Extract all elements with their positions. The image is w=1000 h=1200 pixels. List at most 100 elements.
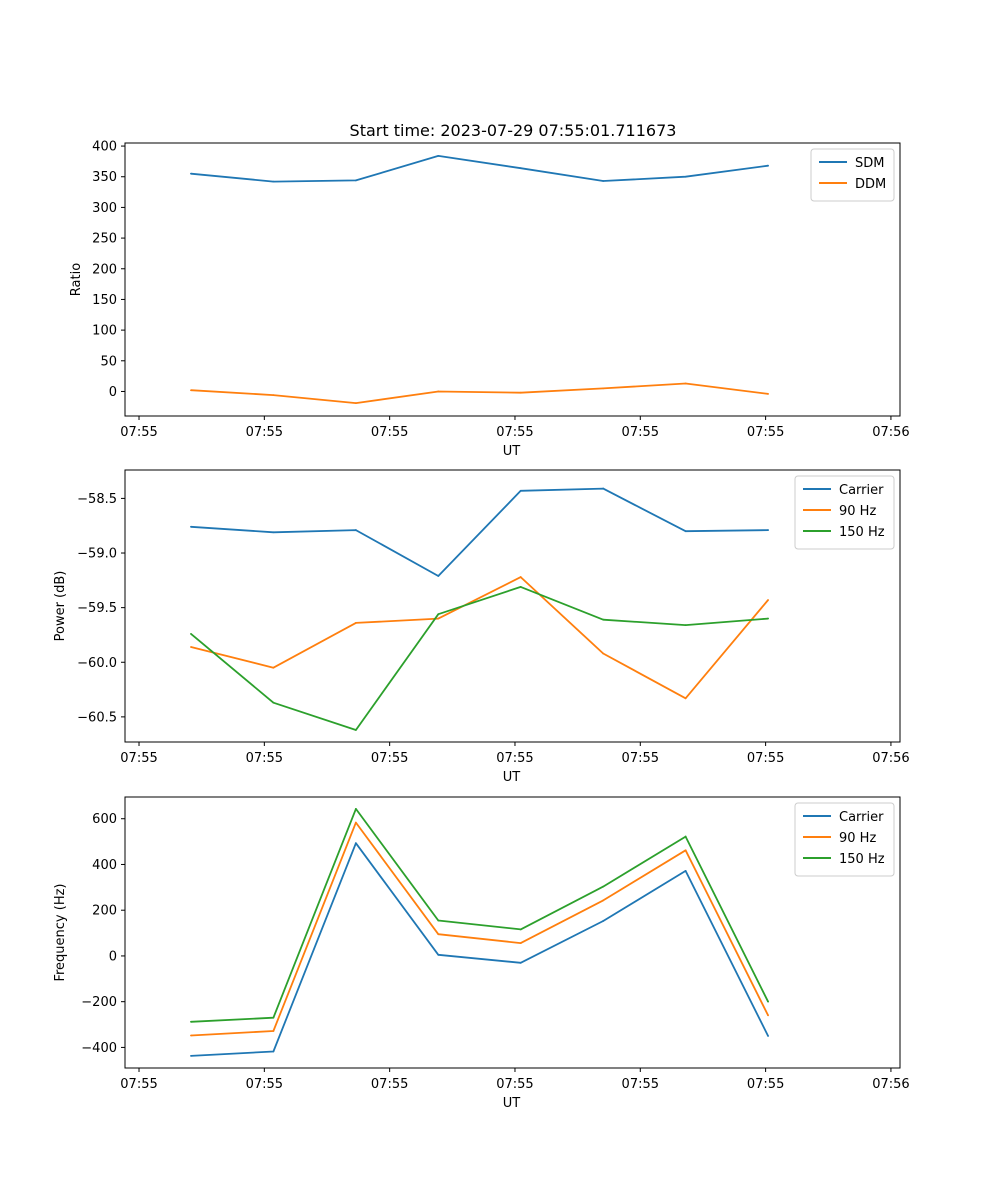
data-point-90-hz bbox=[602, 652, 605, 655]
data-point-150-hz bbox=[602, 885, 605, 888]
x-axis-label: UT bbox=[503, 444, 521, 459]
legend-label: 150 Hz bbox=[839, 525, 885, 540]
legend-label: Carrier bbox=[839, 483, 884, 498]
data-point-150-hz bbox=[272, 1016, 275, 1019]
legend-label: 90 Hz bbox=[839, 831, 876, 846]
x-tick-label: 07:55 bbox=[496, 1077, 533, 1092]
data-point-90-hz bbox=[272, 1030, 275, 1032]
data-point-150-hz bbox=[437, 919, 440, 922]
data-point-90-hz bbox=[767, 599, 769, 601]
data-point-150-hz bbox=[602, 618, 605, 621]
x-axis-label: UT bbox=[503, 1096, 521, 1111]
data-point-carrier bbox=[437, 575, 440, 577]
legend-label: SDM bbox=[855, 156, 884, 171]
y-tick-label: 0 bbox=[109, 385, 117, 400]
data-point-90-hz bbox=[354, 821, 357, 824]
y-tick-label: 300 bbox=[92, 201, 117, 216]
y-tick-label: 400 bbox=[92, 858, 117, 873]
series-line-150-hz bbox=[190, 586, 769, 731]
figure-title: Start time: 2023-07-29 07:55:01.711673 bbox=[350, 121, 677, 140]
y-tick-label: 600 bbox=[92, 812, 117, 827]
y-tick-label: 250 bbox=[92, 232, 117, 247]
x-tick-label: 07:55 bbox=[622, 751, 659, 766]
data-point-ddm bbox=[767, 393, 769, 395]
data-point-sdm bbox=[684, 175, 687, 178]
data-point-sdm bbox=[767, 164, 769, 167]
legend: Carrier 90 Hz 150 Hz bbox=[794, 802, 895, 877]
data-point-90-hz bbox=[437, 933, 440, 936]
data-point-150-hz bbox=[354, 729, 357, 731]
data-point-ddm bbox=[437, 390, 440, 393]
data-point-carrier bbox=[190, 525, 192, 528]
x-tick-label: 07:55 bbox=[496, 751, 533, 766]
y-tick-label: 200 bbox=[92, 262, 117, 277]
x-tick-label: 07:55 bbox=[496, 425, 533, 440]
legend-label: DDM bbox=[855, 177, 886, 192]
data-point-carrier bbox=[519, 961, 522, 964]
data-point-150-hz bbox=[519, 928, 522, 931]
y-tick-label: 350 bbox=[92, 170, 117, 185]
data-point-carrier bbox=[437, 953, 440, 956]
plot-frame bbox=[124, 469, 901, 743]
y-tick-label: −60.0 bbox=[77, 656, 117, 671]
y-tick-label: 150 bbox=[92, 293, 117, 308]
x-tick-label: 07:55 bbox=[371, 751, 408, 766]
y-tick-label: 50 bbox=[100, 354, 117, 369]
legend-label: Carrier bbox=[839, 810, 884, 825]
data-point-carrier bbox=[519, 489, 522, 492]
data-point-carrier bbox=[767, 529, 769, 531]
data-point-carrier bbox=[767, 1035, 769, 1037]
y-tick-label: −58.5 bbox=[77, 492, 117, 507]
chart-panel-1: 0 50 100 150 200 250 300 350 400 07:55 07:55 07:55 0… bbox=[69, 140, 910, 459]
data-point-90-hz bbox=[190, 1034, 192, 1037]
data-point-ddm bbox=[190, 389, 192, 392]
data-point-sdm bbox=[190, 172, 192, 175]
x-tick-label: 07:55 bbox=[371, 1077, 408, 1092]
data-point-carrier bbox=[190, 1054, 192, 1057]
data-point-90-hz bbox=[190, 646, 192, 648]
x-tick-label: 07:55 bbox=[371, 425, 408, 440]
series-line-90-hz bbox=[190, 821, 769, 1037]
legend: Carrier 90 Hz 150 Hz bbox=[794, 475, 895, 550]
data-point-150-hz bbox=[519, 585, 522, 588]
data-point-ddm bbox=[272, 394, 275, 397]
legend-label: 150 Hz bbox=[839, 852, 885, 867]
y-axis-label: Ratio bbox=[69, 263, 84, 296]
y-tick-label: 0 bbox=[109, 949, 117, 964]
x-tick-label: 07:55 bbox=[120, 425, 157, 440]
series-line-carrier bbox=[190, 842, 769, 1057]
x-tick-label: 07:55 bbox=[622, 1077, 659, 1092]
data-point-90-hz bbox=[684, 697, 687, 700]
data-point-150-hz bbox=[190, 1020, 192, 1023]
data-point-ddm bbox=[519, 391, 522, 394]
chart-panel-2: −60.5 −60.0 −59.5 −59.0 −58.5 07:55 07:55 07:55… bbox=[53, 469, 910, 785]
x-tick-label: 07:55 bbox=[747, 751, 784, 766]
data-point-sdm bbox=[437, 154, 440, 157]
data-point-90-hz bbox=[519, 942, 522, 945]
data-point-90-hz bbox=[354, 622, 357, 624]
data-point-90-hz bbox=[437, 617, 440, 620]
panels: 0 50 100 150 200 250 300 350 400 07:55 07:55 07:55 0… bbox=[53, 140, 910, 1111]
chart-panel-3: −400 −200 0 200 400 600 07:55 07:55 07:55 07:55 07… bbox=[53, 796, 910, 1111]
y-tick-label: −59.5 bbox=[77, 601, 117, 616]
y-tick-label: −60.5 bbox=[77, 710, 117, 725]
series-line-carrier bbox=[190, 487, 769, 577]
x-tick-label: 07:56 bbox=[872, 425, 909, 440]
data-point-150-hz bbox=[767, 617, 769, 620]
y-tick-label: −59.0 bbox=[77, 547, 117, 562]
series-line-90-hz bbox=[190, 576, 769, 700]
data-point-90-hz bbox=[519, 576, 522, 578]
data-point-150-hz bbox=[437, 613, 440, 616]
data-point-sdm bbox=[519, 167, 522, 170]
data-point-carrier bbox=[684, 869, 687, 872]
data-point-150-hz bbox=[767, 1000, 769, 1003]
x-tick-label: 07:55 bbox=[622, 425, 659, 440]
data-point-carrier bbox=[684, 530, 687, 533]
data-point-ddm bbox=[354, 402, 357, 405]
data-point-carrier bbox=[354, 529, 357, 531]
data-point-150-hz bbox=[354, 807, 357, 810]
x-tick-label: 07:56 bbox=[872, 751, 909, 766]
plot-frame bbox=[124, 796, 901, 1069]
x-tick-label: 07:55 bbox=[120, 751, 157, 766]
